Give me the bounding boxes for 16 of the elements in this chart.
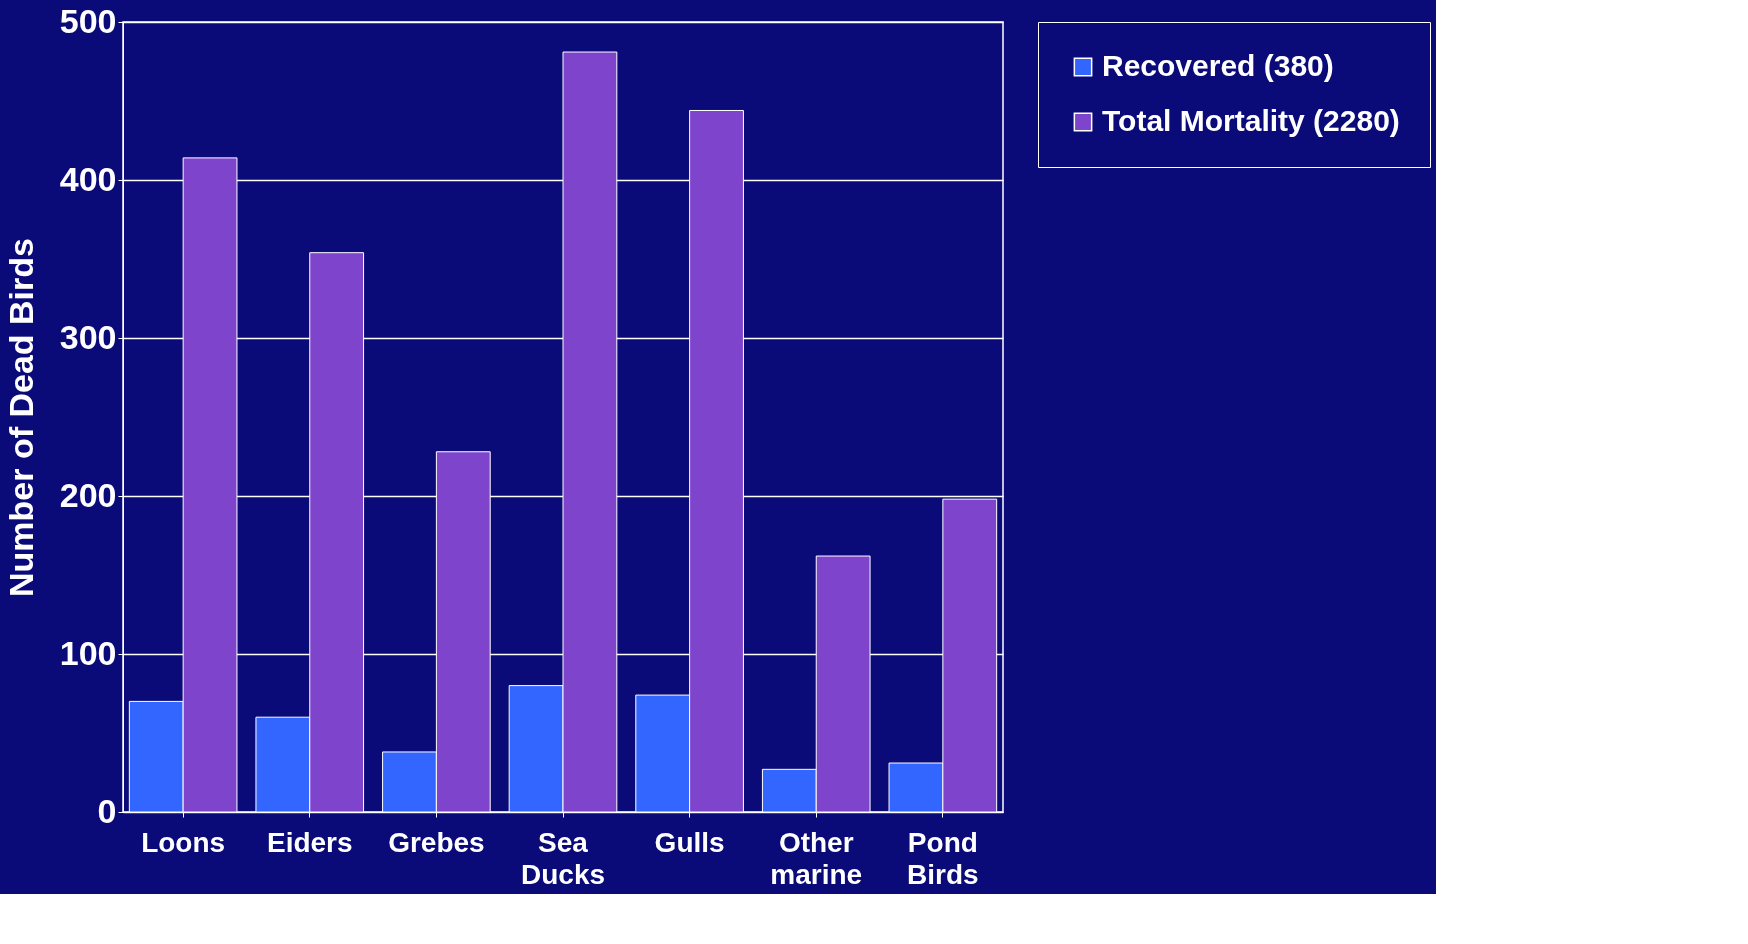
x-tick-label: Grebes — [388, 826, 485, 858]
y-tick-label: 100 — [59, 633, 117, 672]
y-tick-label: 300 — [59, 317, 117, 356]
legend-label: Total Mortality (2280) — [1102, 104, 1400, 137]
y-tick-label: 200 — [59, 475, 117, 514]
x-tick-label: Other marine — [770, 826, 863, 890]
x-tick-label: Sea Ducks — [520, 826, 606, 890]
y-tick-label: 400 — [59, 159, 117, 198]
y-tick-label: 500 — [59, 1, 117, 40]
x-tick-label: Gulls — [654, 826, 725, 858]
y-axis-title: Number of Dead Birds — [1, 238, 40, 597]
x-tick-label: Pond Birds — [907, 826, 979, 890]
x-tick-label: Loons — [141, 826, 226, 858]
legend-label: Recovered (380) — [1102, 49, 1334, 82]
x-tick-label: Eiders — [266, 826, 353, 858]
y-tick-label: 0 — [97, 791, 117, 830]
